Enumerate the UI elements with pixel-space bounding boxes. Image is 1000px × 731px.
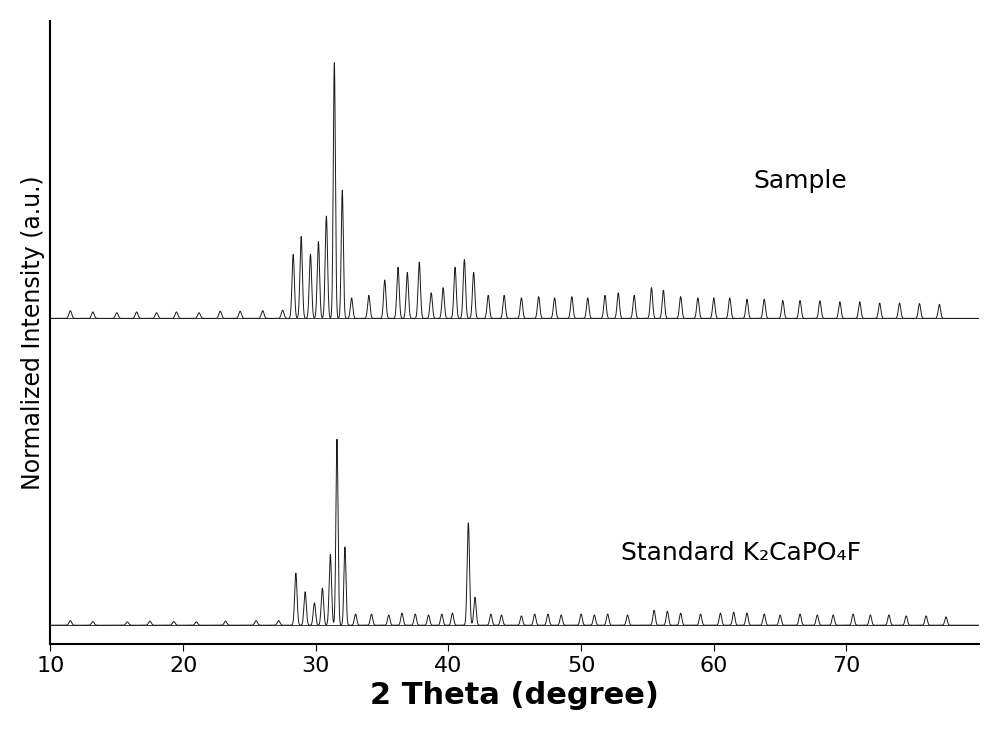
X-axis label: 2 Theta (degree): 2 Theta (degree) xyxy=(370,681,659,711)
Text: Standard K₂CaPO₄F: Standard K₂CaPO₄F xyxy=(621,541,861,565)
Text: Sample: Sample xyxy=(754,169,847,193)
Y-axis label: Normalized Intensity (a.u.): Normalized Intensity (a.u.) xyxy=(21,175,45,490)
